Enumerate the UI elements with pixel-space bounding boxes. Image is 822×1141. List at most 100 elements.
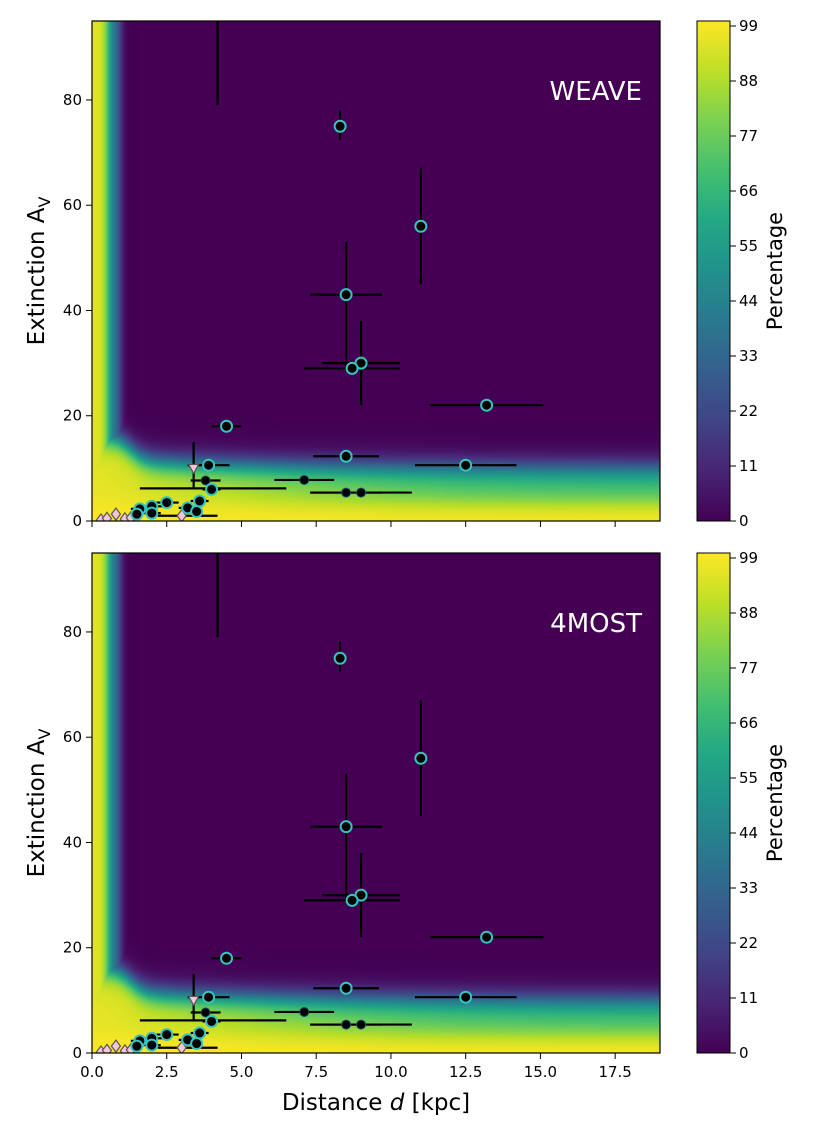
cyan-marker [333,119,347,133]
plot-frame [91,552,661,1054]
black-marker [341,487,352,498]
colorbar-tick-label: 33 [739,879,758,897]
colorbar-tick-label: 44 [739,292,758,310]
cyan-marker [193,1026,207,1040]
black-marker [356,487,367,498]
cyan-marker [193,494,207,508]
x-tick-label: 7.5 [304,1063,328,1081]
colorbar-frame [696,20,731,522]
cyan-marker [459,458,473,472]
panel-weave: 0 20 40 60 80 WEAVE Extinction AV 0 11 22 33 44 5… [24,17,787,530]
x-axis-label: Distance d [kpc] [282,1090,470,1116]
colorbar-tick-label: 55 [739,769,758,787]
colorbar-ticks: 0 11 22 33 44 55 66 77 88 99 [730,17,758,530]
diamond-marker [110,507,122,521]
colorbar-tick-label: 44 [739,824,758,842]
y-tick-label: 20 [63,939,82,957]
cyan-marker [339,820,353,834]
diamond-marker [101,511,113,521]
cyan-marker [190,505,204,519]
data-markers [95,553,544,1053]
data-markers [95,21,544,521]
cyan-marker [333,651,347,665]
colorbar-tick-label: 22 [739,402,758,420]
colorbar-tick-label: 88 [739,72,758,90]
x-axis: 0.0 2.5 5.0 7.5 10.0 12.5 15.0 17.5 [80,1053,632,1081]
x-tick-label: 5.0 [230,1063,254,1081]
x-tick-label: 0.0 [80,1063,104,1081]
colorbar-tick-label: 11 [739,989,758,1007]
colorbar-label: Percentage [763,744,787,862]
cyan-marker [339,981,353,995]
heatmap [92,21,660,521]
panel-title: WEAVE [550,77,642,107]
colorbar-tick-label: 22 [739,934,758,952]
y-tick-label: 40 [63,833,82,851]
colorbar-tick-label: 66 [739,714,758,732]
x-tick-label: 2.5 [155,1063,179,1081]
heatmap-image [92,553,660,1053]
cyan-marker [160,1028,174,1042]
x-tick-label: 12.5 [449,1063,482,1081]
colorbar-tick-label: 99 [739,549,758,567]
colorbar-tick-label: 77 [739,127,758,145]
cyan-marker [130,1039,144,1053]
cyan-marker [339,449,353,463]
diamond-marker [176,508,187,521]
y-axis-label: Extinction AV [24,197,54,346]
cyan-marker [459,990,473,1004]
y-tick-label: 20 [63,407,82,425]
diamond-marker [101,1043,113,1053]
colorbar-tick-label: 66 [739,182,758,200]
x-tick-label: 10.0 [374,1063,407,1081]
colorbar-tick-label: 55 [739,237,758,255]
cyan-marker [480,398,494,412]
colorbar-tick-label: 88 [739,604,758,622]
panel-title: 4MOST [550,609,642,639]
cyan-marker [130,507,144,521]
cyan-marker [145,1038,159,1052]
panel-4most: 0.0 2.5 5.0 7.5 10.0 12.5 15.0 17.5 0 20 40 60 80 4… [24,549,787,1116]
cyan-marker [205,482,219,496]
colorbar-frame [696,552,731,1054]
black-marker [356,1019,367,1030]
colorbar [697,21,730,521]
cyan-marker [190,1037,204,1051]
cyan-marker [202,990,216,1004]
y-axis-label: Extinction AV [24,729,54,878]
y-axis: 0 20 40 60 80 [63,91,92,530]
x-axis [91,521,616,527]
x-tick-label: 15.0 [524,1063,557,1081]
y-tick-label: 0 [72,1044,82,1062]
colorbar-tick-label: 0 [739,512,749,530]
cyan-marker [480,930,494,944]
cyan-marker [414,751,428,765]
cyan-marker [345,893,359,907]
colorbar-label: Percentage [763,212,787,330]
y-axis: 0 20 40 60 80 [63,623,92,1062]
heatmap [92,553,660,1053]
cyan-marker [339,288,353,302]
colorbar-tick-label: 33 [739,347,758,365]
colorbar-tick-label: 77 [739,659,758,677]
black-marker [341,1019,352,1030]
colorbar-tick-label: 99 [739,17,758,35]
black-marker [200,475,211,486]
y-tick-label: 80 [63,623,82,641]
cyan-marker [220,951,234,965]
plot-frame [91,20,661,522]
heatmap-image [92,21,660,521]
colorbar-tick-label: 0 [739,1044,749,1062]
cyan-marker [145,506,159,520]
triangle-marker [187,463,200,475]
cyan-marker [202,458,216,472]
colorbar-tick-label: 11 [739,457,758,475]
black-marker [200,1007,211,1018]
colorbar [697,553,730,1053]
cyan-marker [160,496,174,510]
cyan-marker [205,1014,219,1028]
x-tick-label: 17.5 [598,1063,631,1081]
cyan-marker [345,361,359,375]
y-tick-label: 0 [72,512,82,530]
diamond-marker [110,1039,122,1053]
